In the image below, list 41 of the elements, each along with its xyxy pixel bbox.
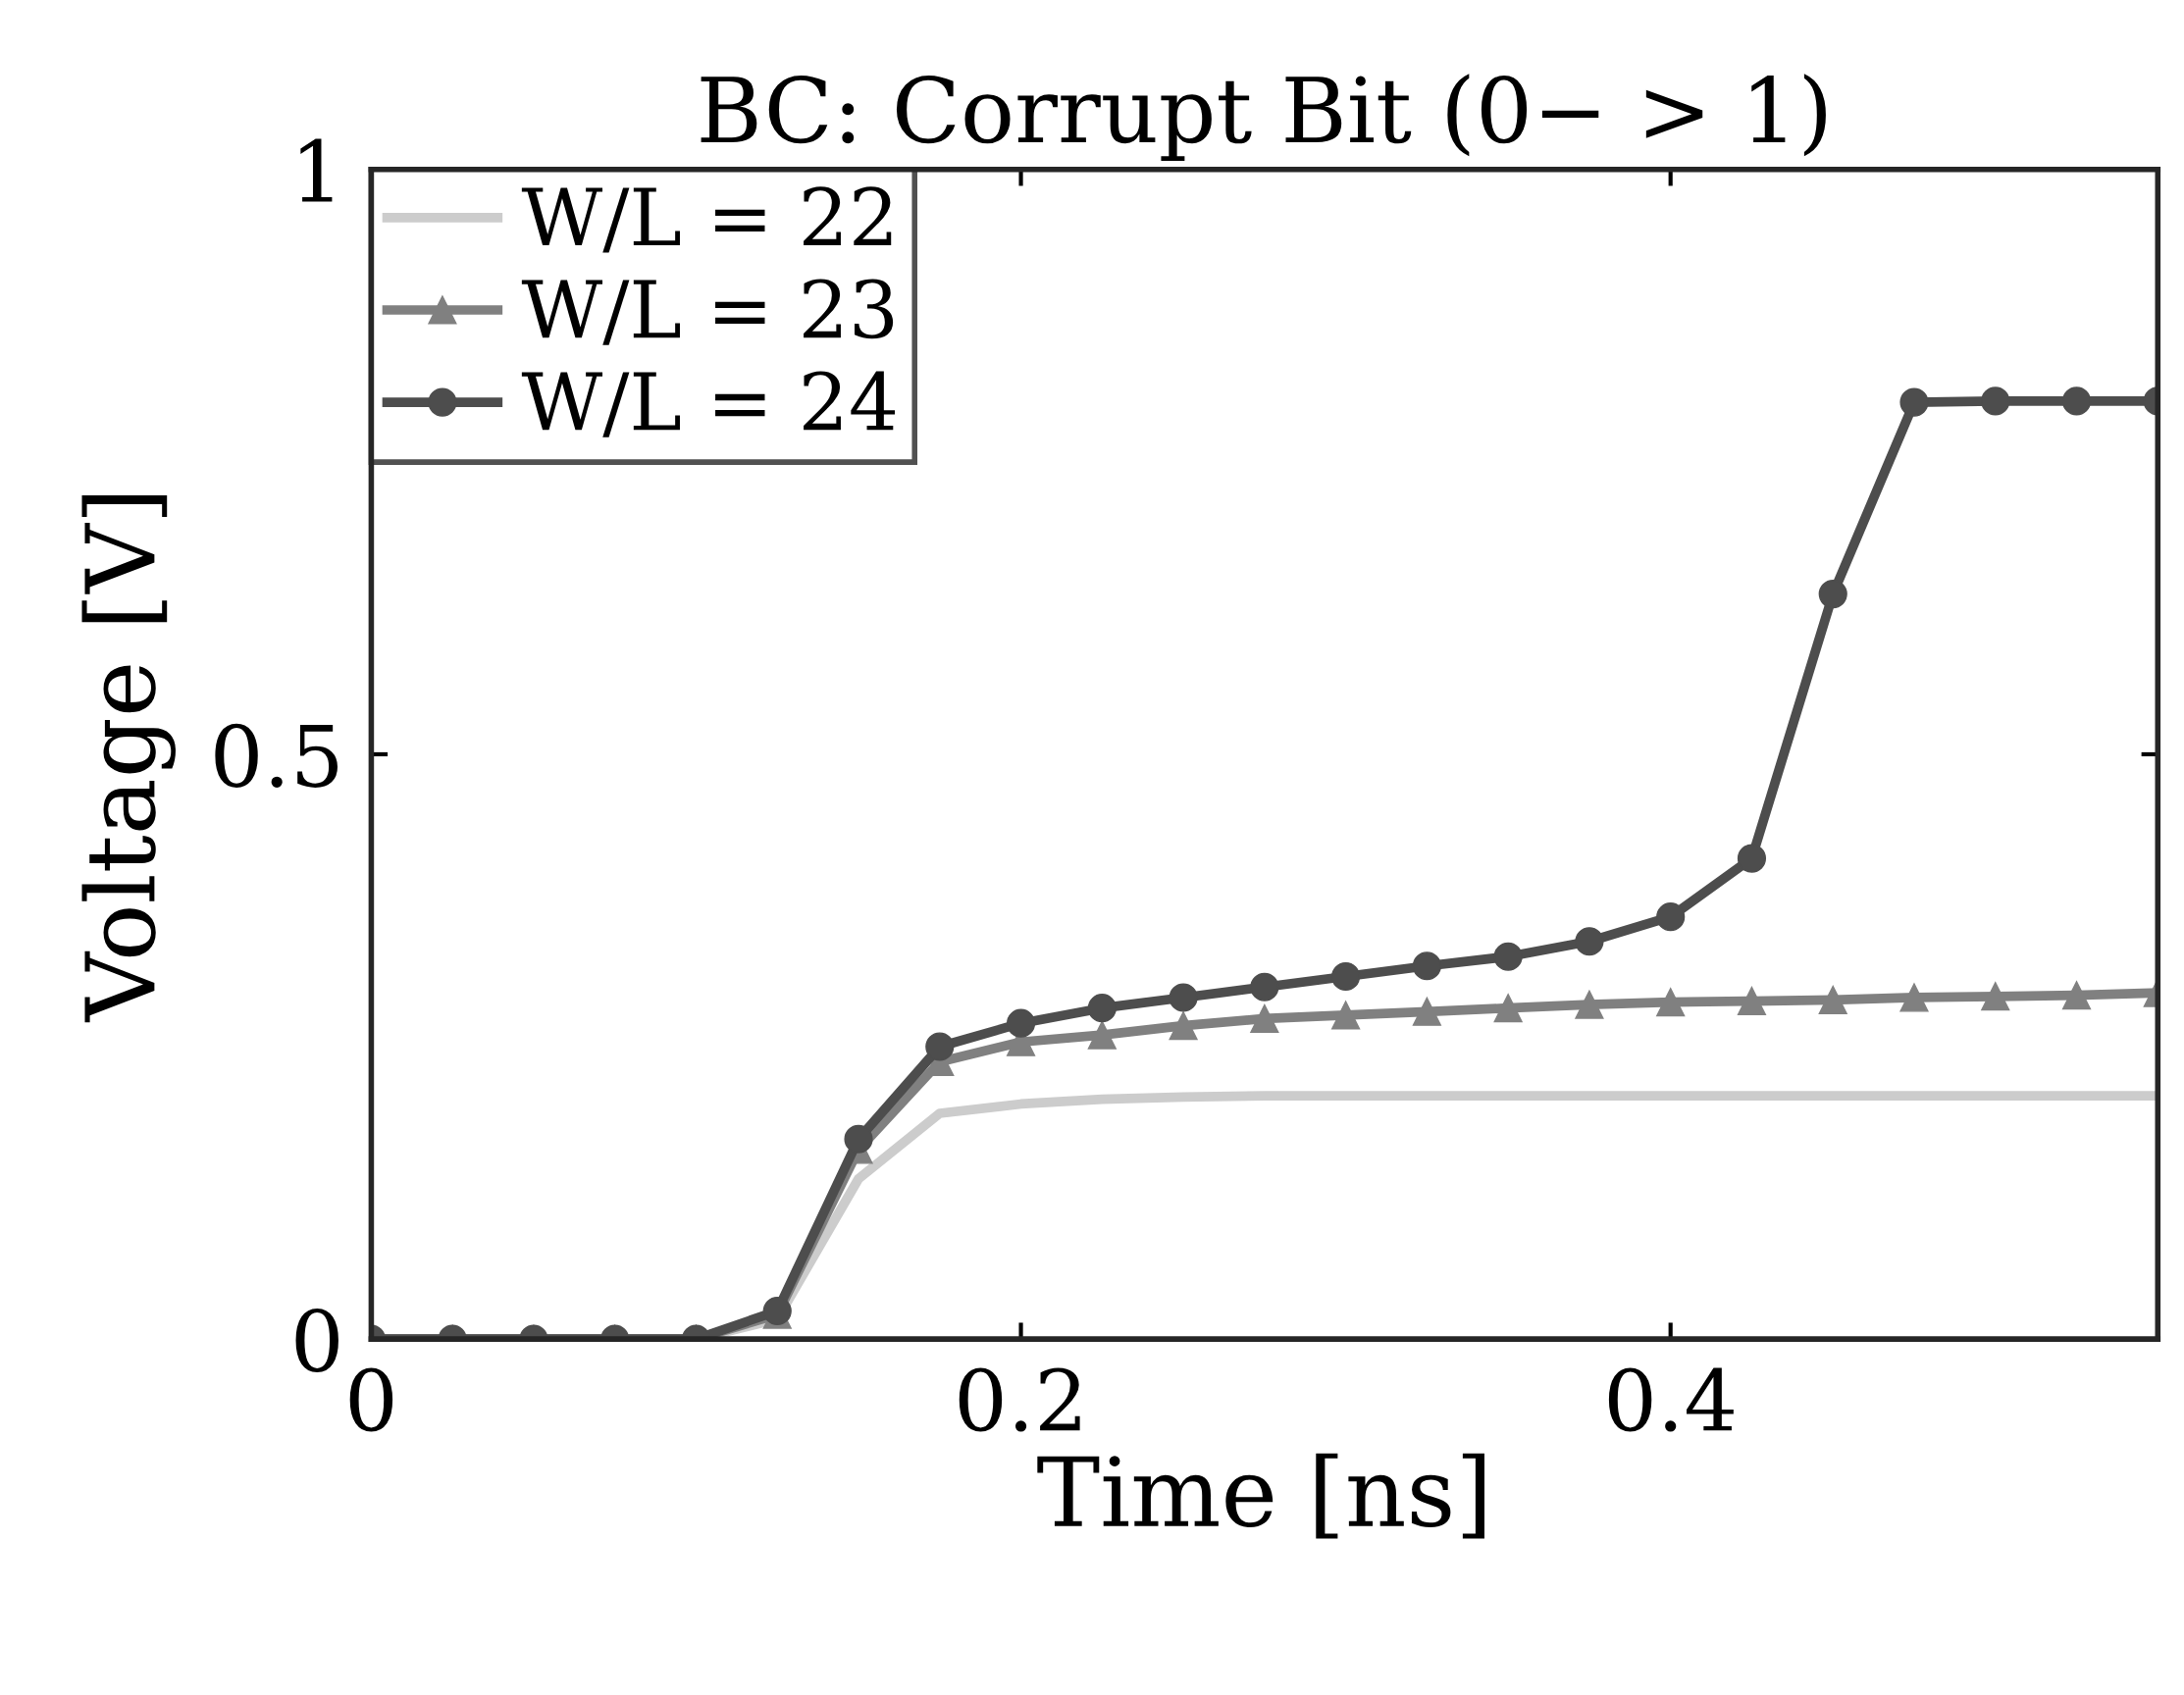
point (1656, 902, 1686, 932)
point (1087, 1020, 1117, 1050)
y-axis-title: Voltage [V] (81, 494, 176, 1023)
point (1087, 994, 1117, 1023)
point (1006, 1008, 1036, 1038)
x-tick-label: 0.2 (959, 1367, 1080, 1432)
point (844, 1124, 873, 1154)
point (1981, 386, 2010, 416)
point (1899, 387, 1929, 417)
point (1250, 1003, 1279, 1034)
point (1169, 983, 1198, 1012)
point (1331, 1001, 1361, 1030)
point (1331, 961, 1361, 992)
point (1575, 927, 1604, 956)
y-tick-label: 0 (295, 1308, 338, 1373)
point (1493, 994, 1523, 1023)
point (1899, 983, 1929, 1012)
point (1412, 997, 1441, 1026)
point (1818, 580, 1847, 609)
y-tick-label: 0.5 (215, 723, 338, 788)
point (1493, 942, 1523, 971)
point (1250, 972, 1279, 1002)
point (1656, 988, 1686, 1017)
chart-title: BC: Corrupt Bit (0− > 1) (701, 74, 1826, 162)
point (1818, 985, 1847, 1014)
x-tick-label: 0 (349, 1367, 393, 1432)
x-tick-label: 0.4 (1608, 1367, 1734, 1432)
legend-label: W/L = 24 (521, 371, 896, 437)
point (1737, 844, 1767, 873)
point (1737, 986, 1767, 1016)
point (1575, 990, 1604, 1019)
point (1412, 951, 1441, 981)
point (2061, 386, 2092, 416)
y-tick-label: 1 (300, 138, 333, 202)
point (1169, 1010, 1198, 1041)
point (2061, 980, 2092, 1010)
point (925, 1032, 955, 1061)
x-axis-title: Time [ns] (1037, 1453, 1484, 1539)
point (1981, 982, 2010, 1011)
legend-label: W/L = 22 (521, 186, 892, 253)
legend-label: W/L = 23 (521, 279, 894, 345)
